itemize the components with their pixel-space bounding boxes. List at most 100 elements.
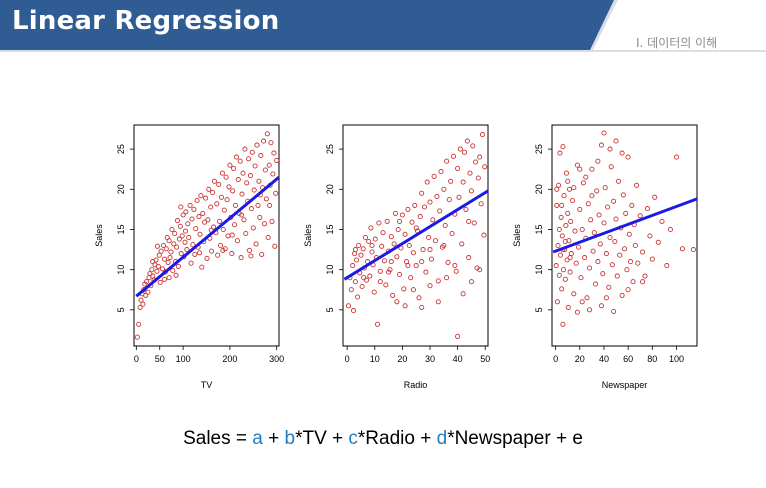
chart-1-point xyxy=(215,252,221,258)
chart-1-point xyxy=(248,206,254,212)
chart-3-point xyxy=(592,281,599,287)
chart-1-point xyxy=(137,304,143,310)
chart-3-point xyxy=(563,222,569,229)
chart-2-point xyxy=(426,234,432,241)
chart-3-point xyxy=(560,267,567,273)
chart-3-point xyxy=(588,217,594,223)
chart-1-point xyxy=(248,253,254,259)
chart-1-point xyxy=(214,201,220,207)
chart-1-point xyxy=(144,279,150,285)
chart-3-point xyxy=(627,259,634,265)
chart-2-y-axis-label: Sales xyxy=(303,224,313,247)
chart-2-point xyxy=(394,299,400,305)
chart-1-point xyxy=(166,238,172,244)
formula-lhs: Sales = xyxy=(183,428,253,449)
chart-2-fit-line xyxy=(343,189,489,281)
chart-1-point xyxy=(173,272,179,278)
chart-1-point xyxy=(155,263,161,269)
chart-1-point xyxy=(235,177,241,183)
chart-3-point xyxy=(561,193,567,199)
chart-3-point xyxy=(595,158,601,164)
chart-1-point xyxy=(227,162,233,168)
chart-1-point xyxy=(268,140,274,146)
chart-2-point xyxy=(430,217,436,223)
chart-1-point xyxy=(244,180,250,186)
chart-3-point xyxy=(619,292,625,298)
chart-2-point xyxy=(394,254,400,260)
chart-3-point xyxy=(625,287,631,293)
chart-2-point xyxy=(369,249,375,255)
chart-3-point xyxy=(607,146,613,152)
chart-2-point xyxy=(428,256,434,262)
chart-3-point xyxy=(615,178,622,184)
chart-3-point xyxy=(579,226,585,233)
chart-1-point xyxy=(238,255,244,261)
chart-3-point xyxy=(578,275,584,281)
chart-1-fit-line xyxy=(135,176,280,298)
chart-3-point xyxy=(621,246,628,252)
chart-1-point xyxy=(176,236,182,242)
chart-2-point xyxy=(386,269,392,275)
chart-2-point xyxy=(450,153,457,159)
chart-3-point xyxy=(595,259,601,265)
chart-2-point xyxy=(350,308,357,314)
header-banner xyxy=(0,0,766,52)
chart-3-point xyxy=(679,246,686,252)
coefficient-a: a xyxy=(252,428,263,449)
chart-3-x-tick-label: 20 xyxy=(575,354,585,364)
chart-2-point xyxy=(350,263,356,269)
chart-2-point xyxy=(444,275,450,281)
chart-1-point xyxy=(187,202,193,208)
chart-3-point xyxy=(609,262,615,268)
chart-3-point xyxy=(632,242,638,249)
chart-1-point xyxy=(233,154,239,160)
chart-2-point xyxy=(466,255,472,261)
chart-1-point xyxy=(209,248,215,254)
chart-3-x-axis-label: Newspaper xyxy=(602,380,648,390)
chart-1-point xyxy=(211,178,218,184)
chart-3-point xyxy=(589,193,595,199)
chart-1-point xyxy=(256,178,262,184)
chart-1-point xyxy=(249,149,255,155)
chart-3-point xyxy=(567,269,573,275)
chart-1-point xyxy=(205,217,211,223)
chart-1-point xyxy=(136,321,142,327)
chart-2-point xyxy=(464,138,470,144)
chart-3-point xyxy=(603,295,609,301)
chart-3-point xyxy=(596,212,602,218)
chart-1-point xyxy=(188,260,194,266)
chart-2-point xyxy=(397,218,403,224)
chart-1-point xyxy=(224,197,230,203)
chart-2-point xyxy=(352,279,358,285)
chart-2-point xyxy=(361,275,367,281)
chart-1-point xyxy=(140,301,146,307)
chart-3-point xyxy=(634,182,640,188)
chart-1-point xyxy=(247,173,254,179)
chart-3-x-tick-label: 0 xyxy=(553,354,558,364)
chart-1-point xyxy=(240,170,246,176)
chart-3-point xyxy=(556,272,562,278)
chart-2-x-tick-label: 0 xyxy=(345,354,350,364)
chart-1-point xyxy=(232,222,238,228)
chart-2-point xyxy=(348,287,354,293)
chart-2-point xyxy=(466,218,472,224)
chart-1-frame xyxy=(133,124,280,347)
chart-2-point xyxy=(453,268,459,274)
chart-1-point xyxy=(167,255,173,261)
chart-3-point xyxy=(624,267,630,273)
chart-3-point xyxy=(603,251,609,257)
chart-3-point xyxy=(574,309,580,315)
chart-2-point xyxy=(455,333,461,339)
chart-3-point xyxy=(601,220,607,226)
chart-2-x-tick-label: 20 xyxy=(397,354,407,364)
chart-1-point xyxy=(165,259,171,265)
chart-1-y-tick-label: 10 xyxy=(116,265,126,275)
chart-3-point xyxy=(594,188,600,194)
chart-3-point xyxy=(640,279,646,285)
chart-2-point xyxy=(410,287,416,293)
chart-1-point xyxy=(223,174,229,180)
chart-3-point xyxy=(606,284,612,290)
chart-1-point xyxy=(271,150,277,156)
chart-1-point xyxy=(194,197,200,204)
chart-1-point xyxy=(263,196,269,202)
